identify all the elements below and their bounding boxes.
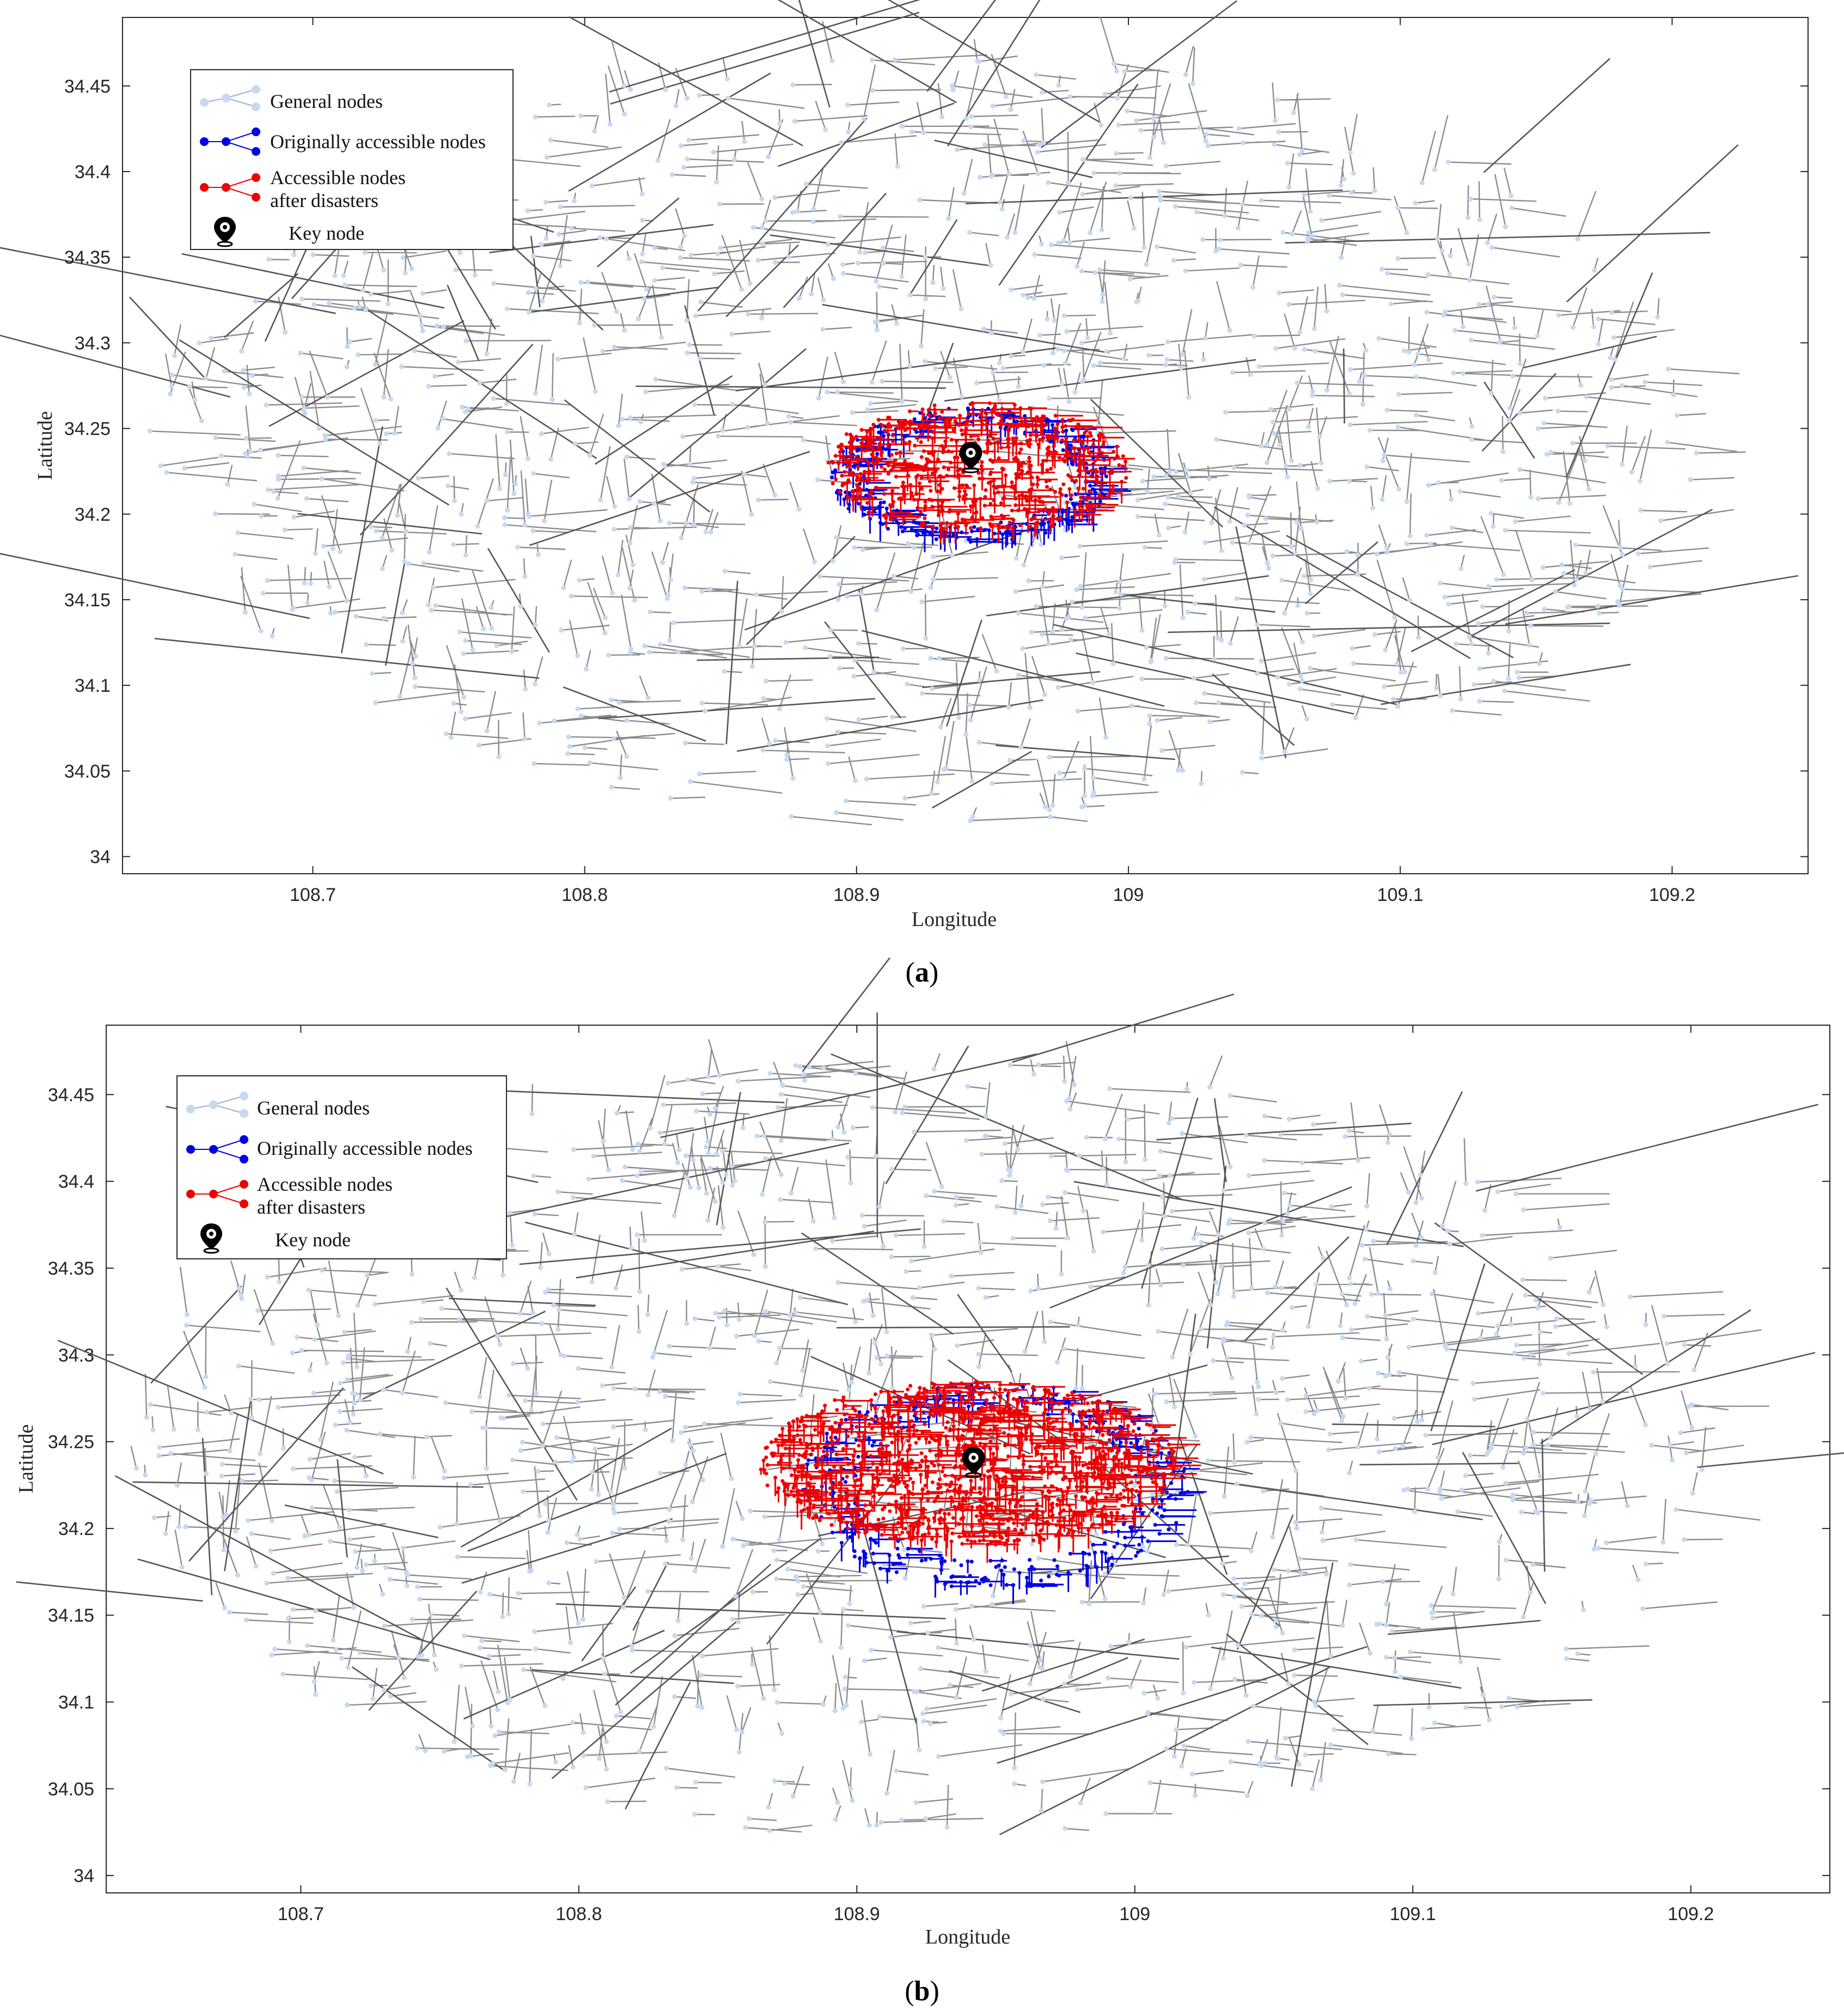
y-tick-label: 34 — [90, 847, 111, 868]
panel-b: 108.7 108.8 108.9 109 109.1 109.2 34 34.05 34.1 3… — [15, 957, 1844, 2007]
panel-b-x-axis-title: Longitude — [925, 1926, 1010, 1948]
y-tick-label: 34.1 — [58, 1692, 94, 1713]
panel-a-caption-open: ( — [906, 957, 915, 988]
x-tick-label: 108.7 — [290, 885, 336, 905]
y-tick-label: 34.25 — [48, 1432, 94, 1453]
x-tick-label: 109.1 — [1377, 885, 1424, 905]
x-tick-label: 108.9 — [833, 885, 880, 905]
panel-a: 108.7 108.8 108.9 109 109.1 109.2 34 34.05 34.1 3… — [0, 0, 1809, 988]
panel-b-caption-letter: b — [914, 1976, 930, 2007]
y-tick-label: 34.35 — [64, 247, 111, 268]
panel-a-caption-letter: a — [915, 957, 929, 988]
x-tick-label: 109.1 — [1390, 1904, 1436, 1924]
y-tick-label: 34 — [74, 1866, 94, 1886]
y-tick-label: 34.15 — [48, 1605, 94, 1626]
legend-general-nodes-icon — [200, 85, 260, 111]
y-tick-label: 34.15 — [64, 590, 111, 611]
y-tick-label: 34.2 — [58, 1519, 94, 1539]
y-tick-label: 34.05 — [48, 1779, 94, 1800]
legend-originally-accessible-icon — [200, 127, 260, 156]
legend-box — [176, 1075, 507, 1259]
panel-b-y-axis-title: Latitude — [15, 1424, 38, 1494]
y-tick-label: 34.4 — [75, 162, 111, 182]
legend-box — [190, 69, 514, 250]
legend-label-accessible-after-2: after disasters — [257, 1196, 365, 1218]
accessible-after-disaster-nodes — [759, 1380, 1177, 1546]
panel-a-legend: General nodes Originally accessible node… — [190, 69, 514, 250]
panel-a-accessibility-regions — [826, 401, 1135, 552]
legend-label-key-node: Key node — [289, 222, 364, 244]
x-tick-label: 108.8 — [561, 885, 608, 905]
legend-label-originally-accessible: Originally accessible nodes — [257, 1137, 473, 1159]
legend-label-accessible-after-1: Accessible nodes — [257, 1173, 393, 1195]
panel-b-caption-open: ( — [905, 1976, 914, 2007]
y-tick-label: 34.45 — [48, 1085, 94, 1105]
legend-after-disasters-icon — [200, 173, 260, 202]
panel-a-road-network — [0, 0, 1799, 826]
panel-a-ticks: 108.7 108.8 108.9 109 109.1 109.2 34 34.05 34.1 3… — [64, 17, 1808, 905]
panel-b-caption: (b) — [905, 1976, 939, 2007]
road-segments — [150, 16, 1746, 826]
x-tick-label: 109.2 — [1649, 885, 1695, 905]
panel-a-caption-close: ) — [929, 957, 938, 988]
legend-originally-accessible-icon — [186, 1135, 248, 1164]
legend-after-disasters-icon — [186, 1180, 248, 1208]
x-tick-label: 108.8 — [555, 1904, 602, 1924]
legend-label-accessible-after-1: Accessible nodes — [270, 167, 406, 188]
panel-b-ticks: 108.7 108.8 108.9 109 109.1 109.2 34 34.05 34.1 3… — [48, 1025, 1830, 1924]
y-tick-label: 34.45 — [64, 76, 111, 97]
panel-a-x-axis-title: Longitude — [912, 908, 997, 931]
panel-a-y-axis-title: Latitude — [34, 411, 57, 480]
legend-label-general-nodes: General nodes — [257, 1097, 370, 1119]
y-tick-label: 34.3 — [58, 1345, 94, 1366]
x-tick-label: 108.7 — [278, 1904, 324, 1924]
x-tick-label: 109 — [1113, 885, 1144, 905]
y-tick-label: 34.35 — [48, 1258, 94, 1279]
legend-label-accessible-after-2: after disasters — [270, 190, 378, 211]
y-tick-label: 34.1 — [75, 675, 111, 696]
x-tick-label: 108.9 — [834, 1904, 880, 1924]
y-tick-label: 34.05 — [64, 761, 111, 782]
arterial-roads — [0, 0, 1799, 809]
panel-b-legend: General nodes Originally accessible node… — [176, 1075, 507, 1259]
key-node-icon — [959, 442, 982, 473]
x-tick-label: 109.2 — [1668, 1904, 1714, 1924]
y-tick-label: 34.4 — [58, 1172, 94, 1192]
y-tick-label: 34.2 — [75, 504, 111, 525]
legend-label-originally-accessible: Originally accessible nodes — [270, 131, 486, 153]
legend-label-general-nodes: General nodes — [270, 90, 383, 112]
x-tick-label: 109 — [1119, 1904, 1150, 1924]
key-node-icon — [214, 217, 236, 247]
key-node-icon — [200, 1223, 222, 1254]
legend-label-key-node: Key node — [275, 1229, 351, 1251]
panel-b-key-node-marker — [962, 1447, 985, 1478]
panel-b-caption-close: ) — [930, 1976, 939, 2007]
legend-general-nodes-icon — [186, 1092, 248, 1118]
y-tick-label: 34.25 — [64, 419, 111, 440]
key-node-icon — [962, 1447, 985, 1478]
panel-a-key-node-marker — [959, 442, 982, 473]
general-nodes — [147, 57, 1699, 823]
panel-a-caption: (a) — [906, 957, 939, 988]
accessible-after-disaster-nodes — [826, 401, 1128, 531]
y-tick-label: 34.3 — [75, 333, 111, 354]
panel-b-accessibility-regions — [759, 1380, 1207, 1604]
